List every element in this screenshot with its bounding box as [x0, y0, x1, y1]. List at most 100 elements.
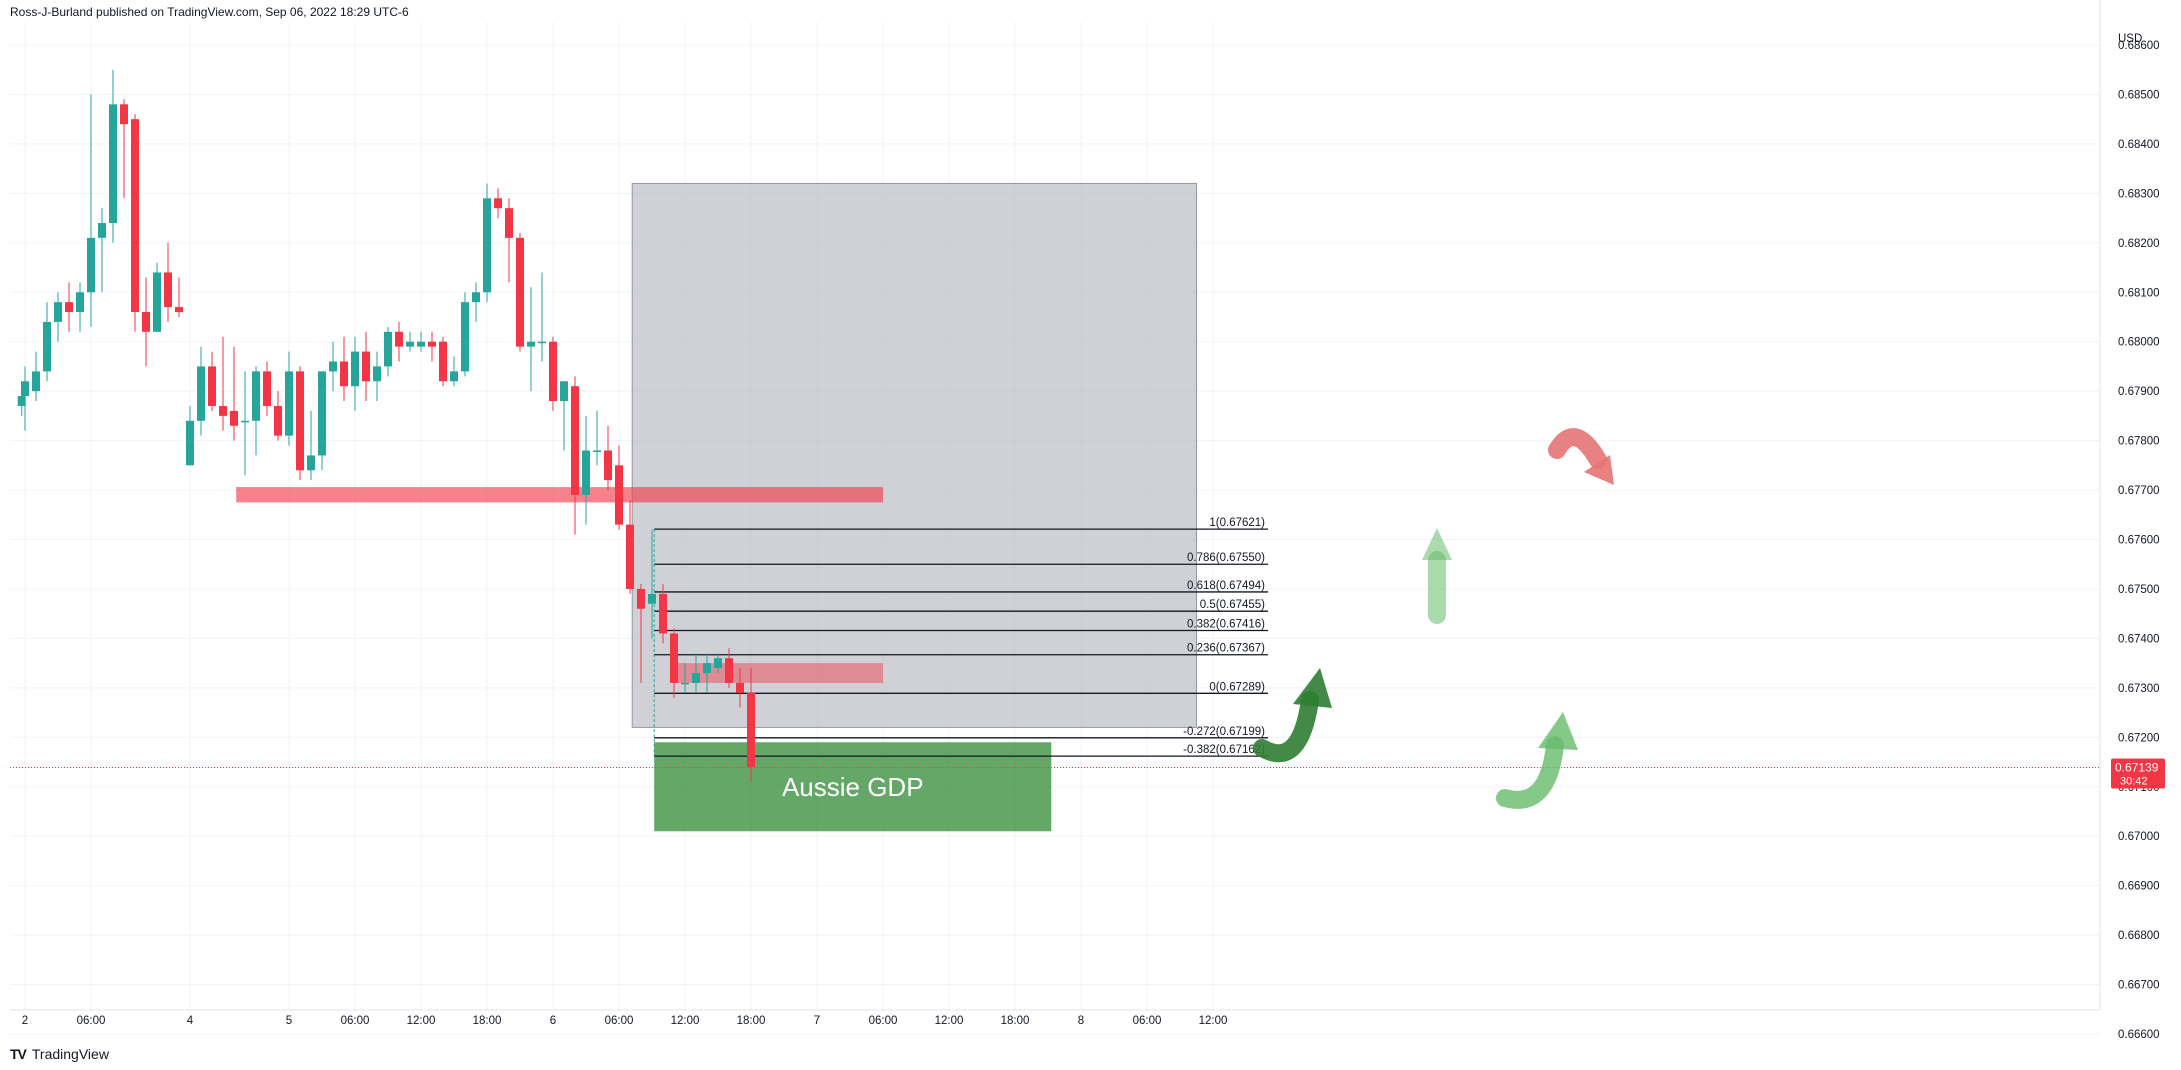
- candle-up[interactable]: [153, 272, 161, 332]
- candle-down[interactable]: [395, 331, 403, 347]
- candle-down[interactable]: [164, 272, 172, 308]
- candle-up[interactable]: [582, 450, 590, 495]
- candle-down[interactable]: [208, 366, 216, 406]
- candle-up[interactable]: [461, 302, 469, 372]
- candle-up[interactable]: [472, 292, 480, 303]
- candle-up[interactable]: [450, 371, 458, 382]
- range-zone-box[interactable]: [631, 182, 1197, 728]
- tradingview-branding[interactable]: TV TradingView: [10, 1046, 109, 1062]
- candle-up[interactable]: [32, 371, 40, 392]
- candle-down[interactable]: [736, 682, 744, 693]
- price-tick-label: 0.67900: [2118, 386, 2160, 398]
- candle-down[interactable]: [131, 119, 139, 313]
- candle-down[interactable]: [219, 405, 227, 416]
- candle-down[interactable]: [615, 465, 623, 525]
- price-tick-label: 0.66600: [2118, 1029, 2160, 1041]
- candle-down[interactable]: [142, 312, 150, 332]
- candle-up[interactable]: [714, 658, 722, 669]
- gdp-zone-box[interactable]: [654, 742, 1052, 832]
- fib-level-label: 0.236(0.67367): [1187, 643, 1265, 655]
- time-tick-label: 12:00: [671, 1015, 700, 1027]
- candle-down[interactable]: [604, 450, 612, 481]
- candle-down[interactable]: [747, 692, 755, 767]
- time-tick-label: 12:00: [935, 1015, 964, 1027]
- candle-down[interactable]: [428, 341, 436, 347]
- price-tick-label: 0.67500: [2118, 584, 2160, 596]
- candle-up[interactable]: [406, 341, 414, 347]
- fib-level-label: 0(0.67289): [1209, 681, 1265, 693]
- tradingview-logo-icon: TV: [10, 1046, 27, 1062]
- candle-up[interactable]: [186, 420, 194, 466]
- candle-down[interactable]: [296, 371, 304, 471]
- candle-up[interactable]: [384, 331, 392, 367]
- price-tick-label: 0.68000: [2118, 337, 2160, 349]
- candle-down[interactable]: [439, 341, 447, 382]
- light-green-curved-up-arrow-icon-head: [1538, 712, 1578, 750]
- candle-up[interactable]: [54, 302, 62, 322]
- candle-down[interactable]: [670, 633, 678, 683]
- candle-up[interactable]: [43, 321, 51, 372]
- candle-up[interactable]: [17, 396, 26, 406]
- candle-up[interactable]: [285, 371, 293, 436]
- price-tick-label: 0.66900: [2118, 881, 2160, 893]
- light-green-curved-up-arrow-icon: [1496, 736, 1564, 809]
- price-tick-label: 0.66800: [2118, 930, 2160, 942]
- candle-down[interactable]: [120, 104, 128, 125]
- candle-down[interactable]: [340, 361, 348, 387]
- candle-down[interactable]: [230, 410, 238, 426]
- candle-up[interactable]: [538, 341, 546, 344]
- candle-up[interactable]: [197, 366, 205, 421]
- price-tick-label: 0.67000: [2118, 831, 2160, 843]
- candle-up[interactable]: [109, 104, 117, 224]
- candle-up[interactable]: [329, 361, 337, 372]
- candle-up[interactable]: [241, 420, 249, 423]
- price-tick-label: 0.67300: [2118, 683, 2160, 695]
- publisher-caption: Ross-J-Burland published on TradingView.…: [10, 5, 409, 19]
- red-curved-down-arrow-icon: [1548, 428, 1607, 469]
- candle-down[interactable]: [494, 198, 502, 209]
- candle-down[interactable]: [725, 658, 733, 683]
- price-tick-label: 0.67200: [2118, 732, 2160, 744]
- candle-up[interactable]: [252, 371, 260, 421]
- candle-down[interactable]: [571, 386, 579, 495]
- candle-up[interactable]: [21, 381, 29, 397]
- candle-down[interactable]: [263, 371, 271, 406]
- time-tick-label: 06:00: [341, 1015, 370, 1027]
- time-tick-label: 06:00: [605, 1015, 634, 1027]
- candle-up[interactable]: [307, 455, 315, 471]
- candle-down[interactable]: [274, 405, 282, 436]
- candle-up[interactable]: [560, 381, 568, 402]
- candle-down[interactable]: [659, 593, 667, 634]
- candle-up[interactable]: [648, 593, 656, 604]
- candle-up[interactable]: [692, 673, 700, 683]
- resistance-band[interactable]: [236, 487, 883, 503]
- candle-up[interactable]: [87, 237, 95, 293]
- candle-down[interactable]: [637, 588, 645, 609]
- candle-up[interactable]: [76, 292, 84, 313]
- fib-level-label: 1(0.67621): [1209, 517, 1265, 529]
- candle-up[interactable]: [681, 682, 689, 685]
- candle-down[interactable]: [175, 307, 183, 313]
- candle-up[interactable]: [373, 366, 381, 382]
- current-price-tag[interactable]: [2111, 758, 2165, 789]
- candle-up[interactable]: [703, 663, 711, 674]
- candle-down[interactable]: [362, 351, 370, 382]
- candle-down[interactable]: [549, 341, 557, 402]
- price-tick-label: 0.67700: [2118, 485, 2160, 497]
- candle-up[interactable]: [417, 341, 425, 347]
- candle-up[interactable]: [527, 341, 535, 347]
- candle-up[interactable]: [318, 371, 326, 456]
- price-tick-label: 0.68300: [2118, 188, 2160, 200]
- candle-down[interactable]: [65, 302, 73, 313]
- candle-down[interactable]: [505, 208, 513, 238]
- time-tick-label: 06:00: [869, 1015, 898, 1027]
- price-tick-label: 0.68100: [2118, 287, 2160, 299]
- candle-up[interactable]: [593, 450, 601, 452]
- candle-up[interactable]: [483, 198, 491, 293]
- candle-down[interactable]: [516, 237, 524, 347]
- candle-up[interactable]: [98, 223, 106, 238]
- candle-down[interactable]: [626, 524, 634, 589]
- fib-level-label: 0.5(0.67455): [1200, 599, 1265, 611]
- candle-up[interactable]: [351, 351, 359, 387]
